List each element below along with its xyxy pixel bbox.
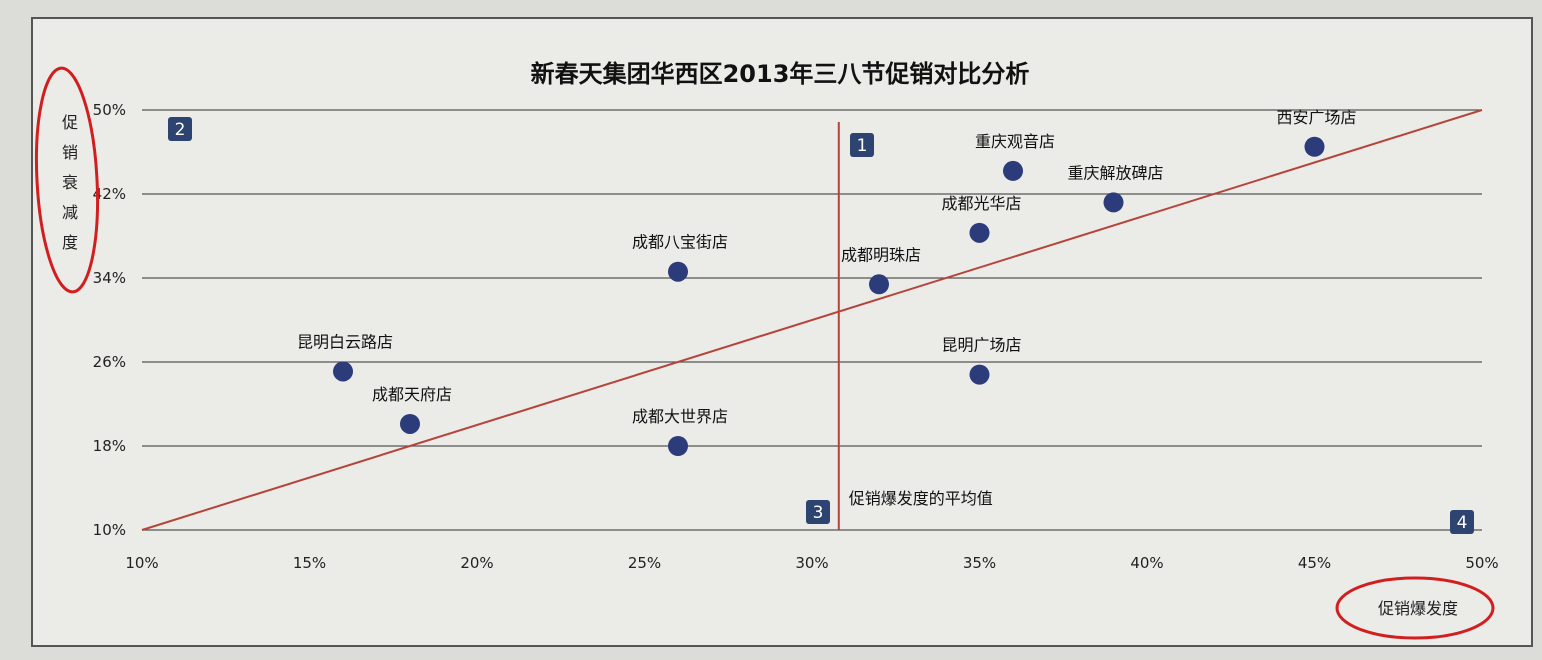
quadrant-badge-1: 1: [850, 133, 874, 157]
quadrant-badge-label: 1: [857, 136, 868, 156]
data-point-label: 重庆解放碑店: [1067, 163, 1163, 182]
x-tick-label: 45%: [1298, 554, 1331, 572]
data-point-label: 成都八宝街店: [632, 233, 728, 252]
quadrant-badge-2: 2: [168, 117, 192, 141]
x-axis-title: 促销爆发度: [1335, 576, 1495, 640]
quadrant-badges: 1 2 3 4: [168, 117, 1474, 534]
quadrant-badge-3: 3: [806, 500, 830, 524]
quadrant-badge-label: 3: [813, 503, 824, 523]
y-axis-label-char: 销: [62, 143, 78, 162]
y-tick-label: 42%: [93, 185, 126, 203]
x-axis-ticks: 10% 15% 20% 25% 30% 35% 40% 45% 50%: [125, 554, 1498, 572]
data-point: [668, 436, 688, 456]
y-axis-ticks: 10% 18% 26% 34% 42% 50%: [93, 101, 126, 539]
data-point: [400, 413, 420, 434]
y-axis-label-char: 度: [62, 233, 78, 252]
data-point: [869, 274, 889, 295]
data-point-label: 成都大世界店: [632, 407, 728, 426]
quadrant-badge-box: [850, 133, 874, 157]
data-point: [668, 261, 688, 282]
quadrant-badge-label: 4: [1457, 513, 1468, 533]
y-axis-label-char: 减: [62, 203, 78, 222]
y-axis-label-char: 衰: [62, 173, 78, 192]
x-tick-label: 35%: [963, 554, 996, 572]
data-point: [969, 364, 990, 385]
x-tick-label: 20%: [460, 554, 493, 572]
data-point: [1003, 160, 1023, 181]
data-point-label: 西安广场店: [1276, 108, 1356, 127]
x-tick-label: 30%: [795, 554, 828, 572]
data-point: [969, 222, 990, 243]
y-tick-label: 26%: [93, 353, 126, 371]
diagonal-reference-line: [141, 109, 1483, 531]
data-point-label: 昆明白云路店: [297, 332, 393, 351]
data-point-label: 成都光华店: [941, 194, 1021, 213]
data-point: [333, 361, 353, 382]
data-point: [1304, 136, 1325, 157]
y-axis-title: 促销衰减度: [34, 66, 100, 294]
x-tick-label: 15%: [293, 554, 326, 572]
y-tick-label: 34%: [93, 269, 126, 287]
data-point-label: 成都天府店: [372, 385, 452, 404]
y-tick-label: 10%: [93, 521, 126, 539]
data-point-label: 成都明珠店: [841, 245, 921, 264]
quadrant-badge-box: [806, 500, 830, 524]
chart-title: 新春天集团华西区2013年三八节促销对比分析: [531, 60, 1030, 88]
average-line-label: 促销爆发度的平均值: [849, 489, 993, 508]
x-axis-label: 促销爆发度: [1378, 599, 1458, 618]
x-tick-label: 10%: [125, 554, 158, 572]
data-point-label: 昆明广场店: [941, 336, 1021, 355]
x-tick-label: 50%: [1465, 554, 1498, 572]
y-axis-label: 促销衰减度: [62, 113, 78, 252]
annotation-circle: [34, 66, 100, 294]
x-tick-label: 40%: [1130, 554, 1163, 572]
quadrant-badge-4: 4: [1450, 510, 1474, 534]
quadrant-badge-label: 2: [175, 120, 186, 140]
y-tick-label: 18%: [93, 437, 126, 455]
gridlines: [142, 109, 1482, 531]
y-tick-label: 50%: [93, 101, 126, 119]
data-point: [1103, 192, 1124, 213]
y-axis-label-char: 促: [62, 113, 78, 132]
quadrant-badge-box: [1450, 510, 1474, 534]
data-point-label: 重庆观音店: [975, 132, 1055, 151]
chart-frame: [31, 17, 1533, 647]
x-tick-label: 25%: [628, 554, 661, 572]
quadrant-badge-box: [168, 117, 192, 141]
annotation-circle: [1335, 576, 1495, 640]
